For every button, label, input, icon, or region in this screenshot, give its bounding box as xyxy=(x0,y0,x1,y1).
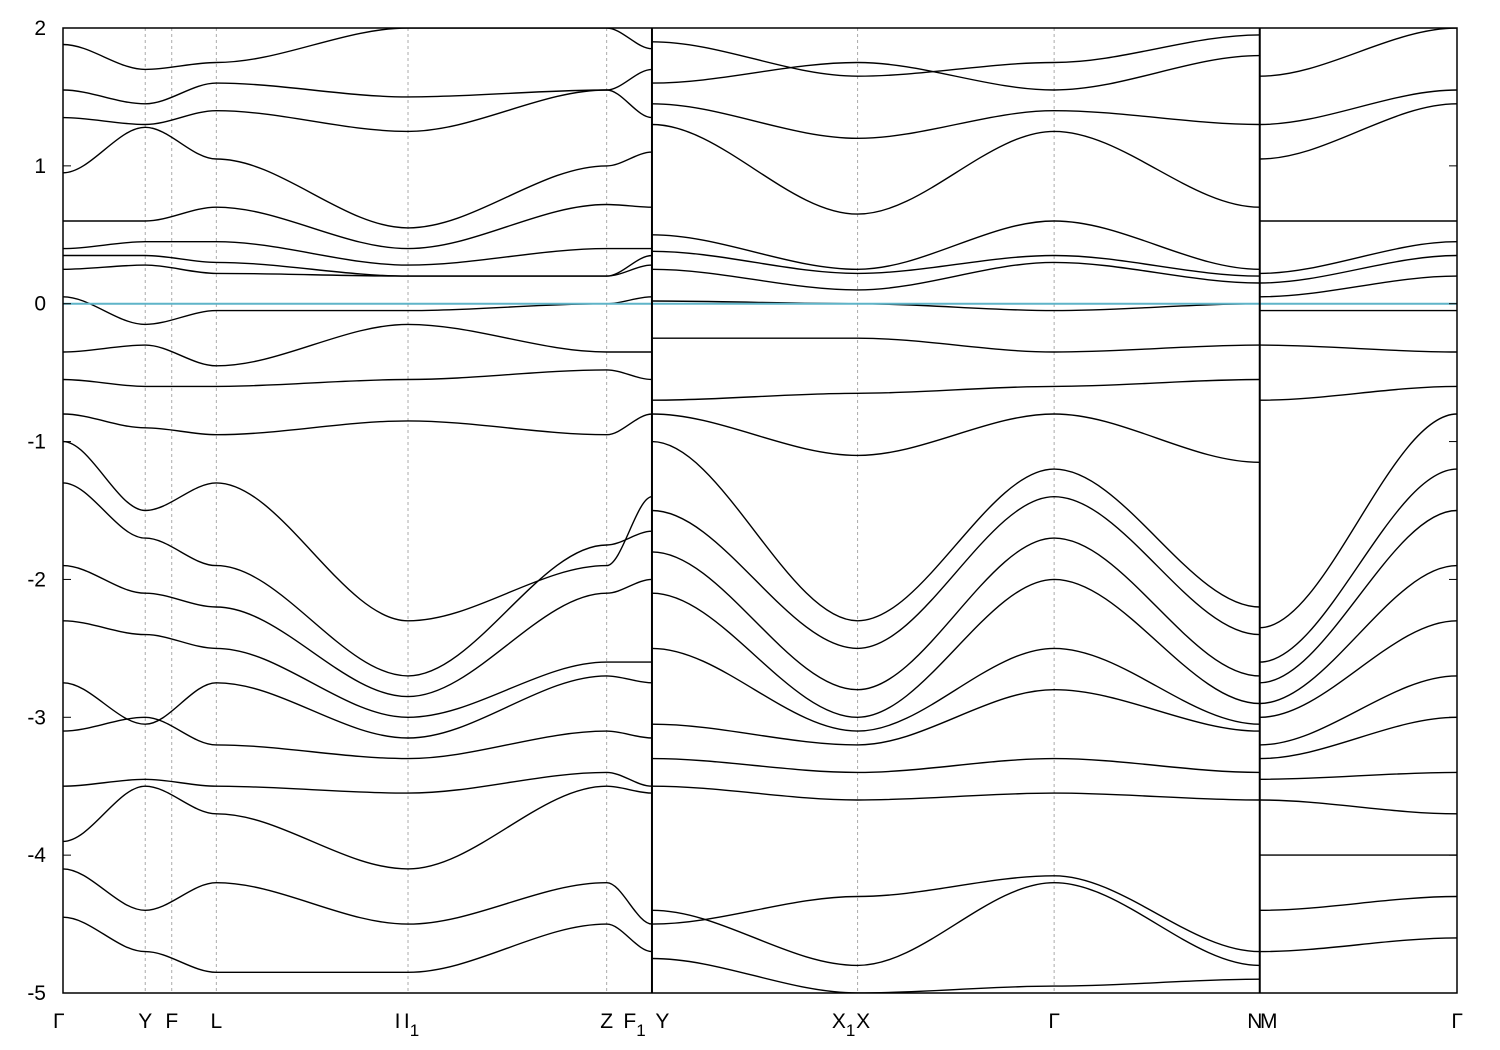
band-50 xyxy=(1259,275,1457,298)
band-62 xyxy=(1259,799,1457,815)
k-point-label: Y xyxy=(138,1010,152,1033)
y-tick-label: -5 xyxy=(27,982,46,1005)
band-26 xyxy=(651,220,1260,271)
band-34 xyxy=(651,495,1260,650)
k-point-label: Γ xyxy=(1048,1010,1060,1033)
band-17 xyxy=(63,716,653,760)
band-44 xyxy=(1259,28,1457,77)
band-2 xyxy=(63,89,653,133)
band-58 xyxy=(1259,620,1457,718)
y-tick-label: -3 xyxy=(27,706,46,729)
band-46 xyxy=(1259,103,1457,160)
band-56 xyxy=(1259,509,1457,684)
band-53 xyxy=(1259,385,1457,401)
band-10 xyxy=(63,369,653,388)
band-27 xyxy=(651,250,1260,277)
band-59 xyxy=(1259,675,1457,746)
band-48 xyxy=(1259,241,1457,275)
band-4 xyxy=(63,203,653,250)
band-lines xyxy=(63,28,1457,993)
band-40 xyxy=(651,785,1260,801)
grid-lines xyxy=(144,28,1055,993)
y-tick-label: 1 xyxy=(34,155,46,178)
band-49 xyxy=(1259,254,1457,284)
k-point-label: I1 xyxy=(404,1010,419,1040)
band-41 xyxy=(651,875,1260,953)
band-65 xyxy=(1259,937,1457,953)
band-57 xyxy=(1259,564,1457,705)
band-18 xyxy=(63,771,653,794)
band-42 xyxy=(651,881,1260,967)
band-36 xyxy=(651,578,1260,719)
band-8 xyxy=(63,296,653,326)
y-tick-label: 0 xyxy=(34,293,46,316)
band-31 xyxy=(651,378,1260,401)
band-21 xyxy=(63,916,653,974)
band-3 xyxy=(63,126,653,229)
y-tick-label: -1 xyxy=(27,431,46,454)
band-55 xyxy=(1259,468,1457,663)
band-60 xyxy=(1259,716,1457,760)
band-64 xyxy=(1259,895,1457,911)
k-point-label: Γ xyxy=(1451,1010,1463,1033)
band-13 xyxy=(63,482,653,677)
band-7 xyxy=(63,264,653,277)
band-29 xyxy=(651,300,1260,312)
k-point-label: X1 xyxy=(832,1010,855,1040)
band-52 xyxy=(1259,344,1457,353)
band-12 xyxy=(63,440,653,622)
k-point-label: L xyxy=(210,1010,222,1033)
band-9 xyxy=(63,323,652,367)
k-point-label: N xyxy=(1247,1010,1262,1033)
band-43 xyxy=(651,957,1260,993)
band-23 xyxy=(651,54,1260,91)
k-point-label: F xyxy=(165,1010,178,1033)
y-tick-label: -2 xyxy=(27,568,46,591)
y-tick-label: -4 xyxy=(27,844,46,867)
band-0 xyxy=(63,28,653,71)
band-38 xyxy=(651,688,1260,746)
k-point-label: F1 xyxy=(623,1010,645,1040)
k-point-label: Z xyxy=(600,1010,613,1033)
k-point-label: Γ xyxy=(53,1010,65,1033)
y-axis-ticks: 2 1 0 -1 -2 -3 -4 -5 xyxy=(27,17,1457,1005)
band-1 xyxy=(63,68,653,105)
plot-frame xyxy=(62,27,1458,994)
band-16 xyxy=(63,675,653,739)
band-22 xyxy=(651,34,1260,77)
band-5 xyxy=(63,240,652,266)
band-54 xyxy=(1259,413,1457,629)
k-point-label: I xyxy=(395,1010,401,1033)
band-24 xyxy=(651,103,1260,140)
band-25 xyxy=(651,123,1260,215)
band-61 xyxy=(1259,771,1457,780)
band-30 xyxy=(652,337,1260,353)
band-39 xyxy=(651,757,1260,774)
band-45 xyxy=(1259,89,1457,126)
band-20 xyxy=(63,868,653,925)
k-point-label: X xyxy=(856,1010,870,1033)
y-tick-label: 2 xyxy=(34,17,46,40)
band-15 xyxy=(63,620,652,719)
x-axis-ticks: Γ Y F L I I1 Z F1 Y X1 X Γ NM Γ xyxy=(53,1010,1463,1040)
path-break-lines xyxy=(650,28,1261,993)
band-37 xyxy=(651,647,1260,732)
band-35 xyxy=(651,537,1260,691)
band-14 xyxy=(63,564,653,698)
band-33 xyxy=(651,440,1260,622)
band-32 xyxy=(651,413,1260,463)
k-point-label: Y xyxy=(655,1010,669,1033)
k-point-label: M xyxy=(1260,1010,1278,1033)
band-28 xyxy=(651,261,1260,291)
band-19 xyxy=(63,785,653,870)
band-11 xyxy=(63,413,653,436)
